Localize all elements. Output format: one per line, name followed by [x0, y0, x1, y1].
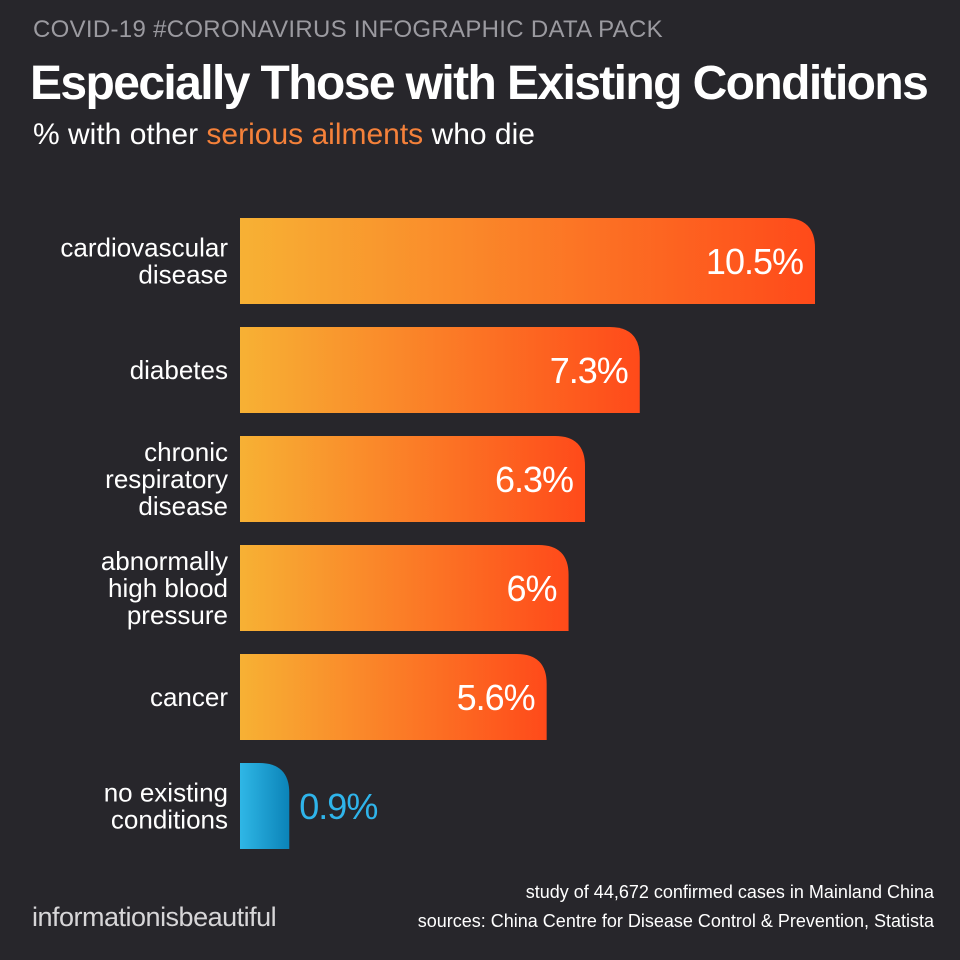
category-label-line: conditions: [111, 805, 228, 835]
bar-abnormally-high-blood-pressure: [240, 545, 569, 631]
footnote-sources: sources: China Centre for Disease Contro…: [417, 911, 934, 931]
brand-logo: informationisbeautiful: [32, 902, 277, 932]
category-label-cancer: cancer: [150, 682, 228, 712]
bar-no-existing-conditions: [240, 763, 290, 849]
category-label-no-existing-conditions: no existing conditions: [104, 778, 228, 835]
category-label-abnormally-high-blood-pressure: abnormally high blood pressure: [101, 546, 228, 630]
footnote-study: study of 44,672 confirmed cases in Mainl…: [525, 882, 934, 902]
bar-cardiovascular-disease: [240, 218, 815, 304]
page-subtitle: % with other serious ailments who die: [33, 118, 535, 152]
category-label-chronic-respiratory-disease: chronic respiratory disease: [105, 437, 228, 521]
category-label-diabetes: diabetes: [130, 355, 228, 385]
category-label-line: disease: [138, 260, 228, 290]
category-label-line: respiratory: [105, 464, 228, 494]
category-label-line: diabetes: [130, 355, 228, 385]
value-label-no-existing-conditions: 0.9%: [299, 786, 377, 827]
category-label-line: abnormally: [101, 546, 228, 576]
value-label-abnormally-high-blood-pressure: 6%: [507, 568, 557, 609]
subtitle-after: who die: [423, 118, 535, 151]
bars-group: cardiovascular disease 10.5%diabetes 7.3%ch…: [60, 218, 815, 849]
category-label-line: high blood: [108, 573, 228, 603]
page-title: Especially Those with Existing Condition…: [30, 57, 929, 110]
category-label-line: cancer: [150, 682, 228, 712]
value-label-cardiovascular-disease: 10.5%: [706, 241, 803, 282]
category-label-line: cardiovascular: [60, 233, 228, 263]
category-label-line: pressure: [127, 600, 228, 630]
subtitle-accent: serious ailments: [206, 118, 424, 151]
value-label-chronic-respiratory-disease: 6.3%: [495, 459, 573, 500]
category-label-cardiovascular-disease: cardiovascular disease: [60, 233, 228, 290]
value-label-diabetes: 7.3%: [550, 350, 628, 391]
kicker-text: COVID-19 #CORONAVIRUS INFOGRAPHIC DATA P…: [33, 16, 663, 43]
bar-cancer: [240, 654, 547, 740]
value-label-cancer: 5.6%: [457, 677, 535, 718]
category-label-line: no existing: [104, 778, 228, 808]
bar-diabetes: [240, 327, 640, 413]
bar-chronic-respiratory-disease: [240, 436, 585, 522]
category-label-line: disease: [138, 491, 228, 521]
subtitle-before: % with other: [33, 118, 207, 151]
category-label-line: chronic: [144, 437, 228, 467]
